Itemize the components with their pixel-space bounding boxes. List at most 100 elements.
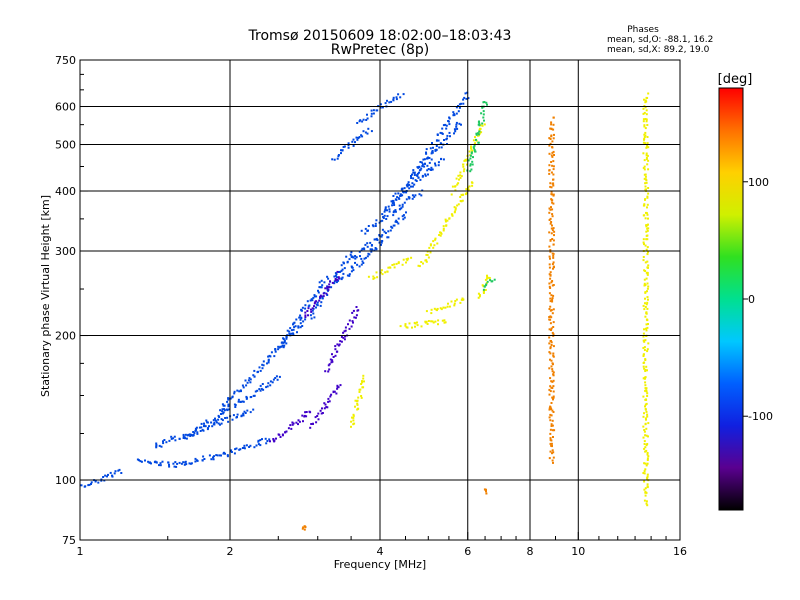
data-point: [421, 189, 424, 192]
data-point: [548, 351, 551, 354]
data-point: [646, 206, 648, 209]
data-point: [647, 187, 650, 189]
data-point: [478, 295, 481, 298]
data-point: [182, 433, 185, 436]
data-point: [551, 164, 554, 167]
data-point: [155, 446, 158, 449]
data-point: [642, 107, 645, 110]
data-point: [343, 338, 346, 341]
data-point: [370, 130, 373, 133]
data-point: [477, 292, 480, 295]
data-point: [170, 437, 173, 440]
data-point: [421, 165, 424, 168]
data-point: [455, 121, 458, 124]
data-point: [188, 462, 191, 465]
data-point: [473, 149, 476, 151]
data-point: [220, 422, 223, 425]
data-point: [465, 192, 468, 195]
data-point: [551, 213, 554, 216]
data-point: [553, 230, 556, 233]
data-point: [381, 219, 384, 222]
data-point: [451, 185, 454, 188]
data-point: [483, 123, 486, 126]
data-point: [643, 470, 646, 473]
data-point: [424, 162, 426, 165]
data-point: [442, 227, 445, 230]
data-point: [416, 166, 419, 169]
data-point: [411, 326, 413, 329]
data-point: [646, 350, 649, 353]
data-point: [326, 285, 329, 288]
data-point: [316, 304, 319, 307]
data-point: [550, 386, 553, 389]
data-point: [420, 161, 423, 164]
data-point: [386, 215, 389, 218]
data-point: [548, 336, 551, 339]
data-point: [313, 294, 316, 297]
stats-line-x: mean, sd,X: 89.2, 19.0: [607, 45, 710, 55]
data-point: [370, 112, 373, 115]
data-point: [311, 299, 314, 302]
data-point: [335, 350, 338, 353]
data-point: [227, 403, 230, 406]
data-point: [395, 219, 398, 222]
data-point: [548, 207, 551, 210]
data-point: [643, 284, 646, 287]
data-point: [549, 274, 552, 277]
data-point: [441, 127, 444, 130]
data-point: [362, 374, 365, 377]
data-point: [416, 321, 418, 324]
data-point: [288, 330, 291, 333]
data-point: [548, 407, 551, 410]
data-point: [411, 194, 414, 197]
data-point: [396, 196, 399, 199]
data-point: [448, 117, 451, 120]
data-point: [470, 148, 473, 151]
data-point: [230, 449, 233, 452]
data-point: [646, 348, 649, 351]
data-point: [354, 141, 356, 144]
data-point: [355, 314, 358, 317]
data-point: [184, 461, 187, 464]
data-point: [343, 145, 346, 148]
data-point: [338, 277, 341, 280]
data-point: [643, 499, 646, 502]
data-point: [647, 264, 650, 267]
data-point: [643, 367, 646, 370]
data-point: [383, 230, 386, 233]
data-point: [311, 309, 314, 312]
data-point: [393, 263, 396, 266]
data-point: [404, 324, 407, 327]
data-point: [352, 269, 355, 272]
data-point: [393, 204, 396, 206]
data-point: [483, 119, 485, 122]
data-point: [552, 227, 555, 230]
data-point: [551, 284, 554, 287]
data-point: [548, 245, 551, 248]
data-point: [386, 99, 388, 102]
data-point: [411, 182, 414, 185]
data-point: [200, 422, 203, 425]
data-point: [174, 439, 177, 442]
data-point: [267, 358, 270, 361]
data-point: [454, 128, 457, 131]
data-point: [642, 259, 645, 262]
data-point: [419, 178, 422, 181]
data-point: [551, 215, 554, 218]
data-point: [353, 422, 356, 425]
data-point: [111, 475, 114, 478]
data-point: [643, 98, 645, 101]
data-point: [309, 426, 312, 429]
data-point: [242, 446, 245, 449]
data-point: [475, 133, 478, 136]
data-point: [228, 408, 231, 411]
data-point: [549, 185, 552, 188]
data-point: [644, 494, 647, 497]
data-point: [317, 412, 320, 415]
data-point: [253, 446, 256, 449]
data-point: [548, 255, 551, 258]
data-point: [645, 152, 648, 155]
data-point: [549, 405, 552, 408]
data-point: [326, 275, 329, 278]
data-point: [268, 354, 271, 357]
